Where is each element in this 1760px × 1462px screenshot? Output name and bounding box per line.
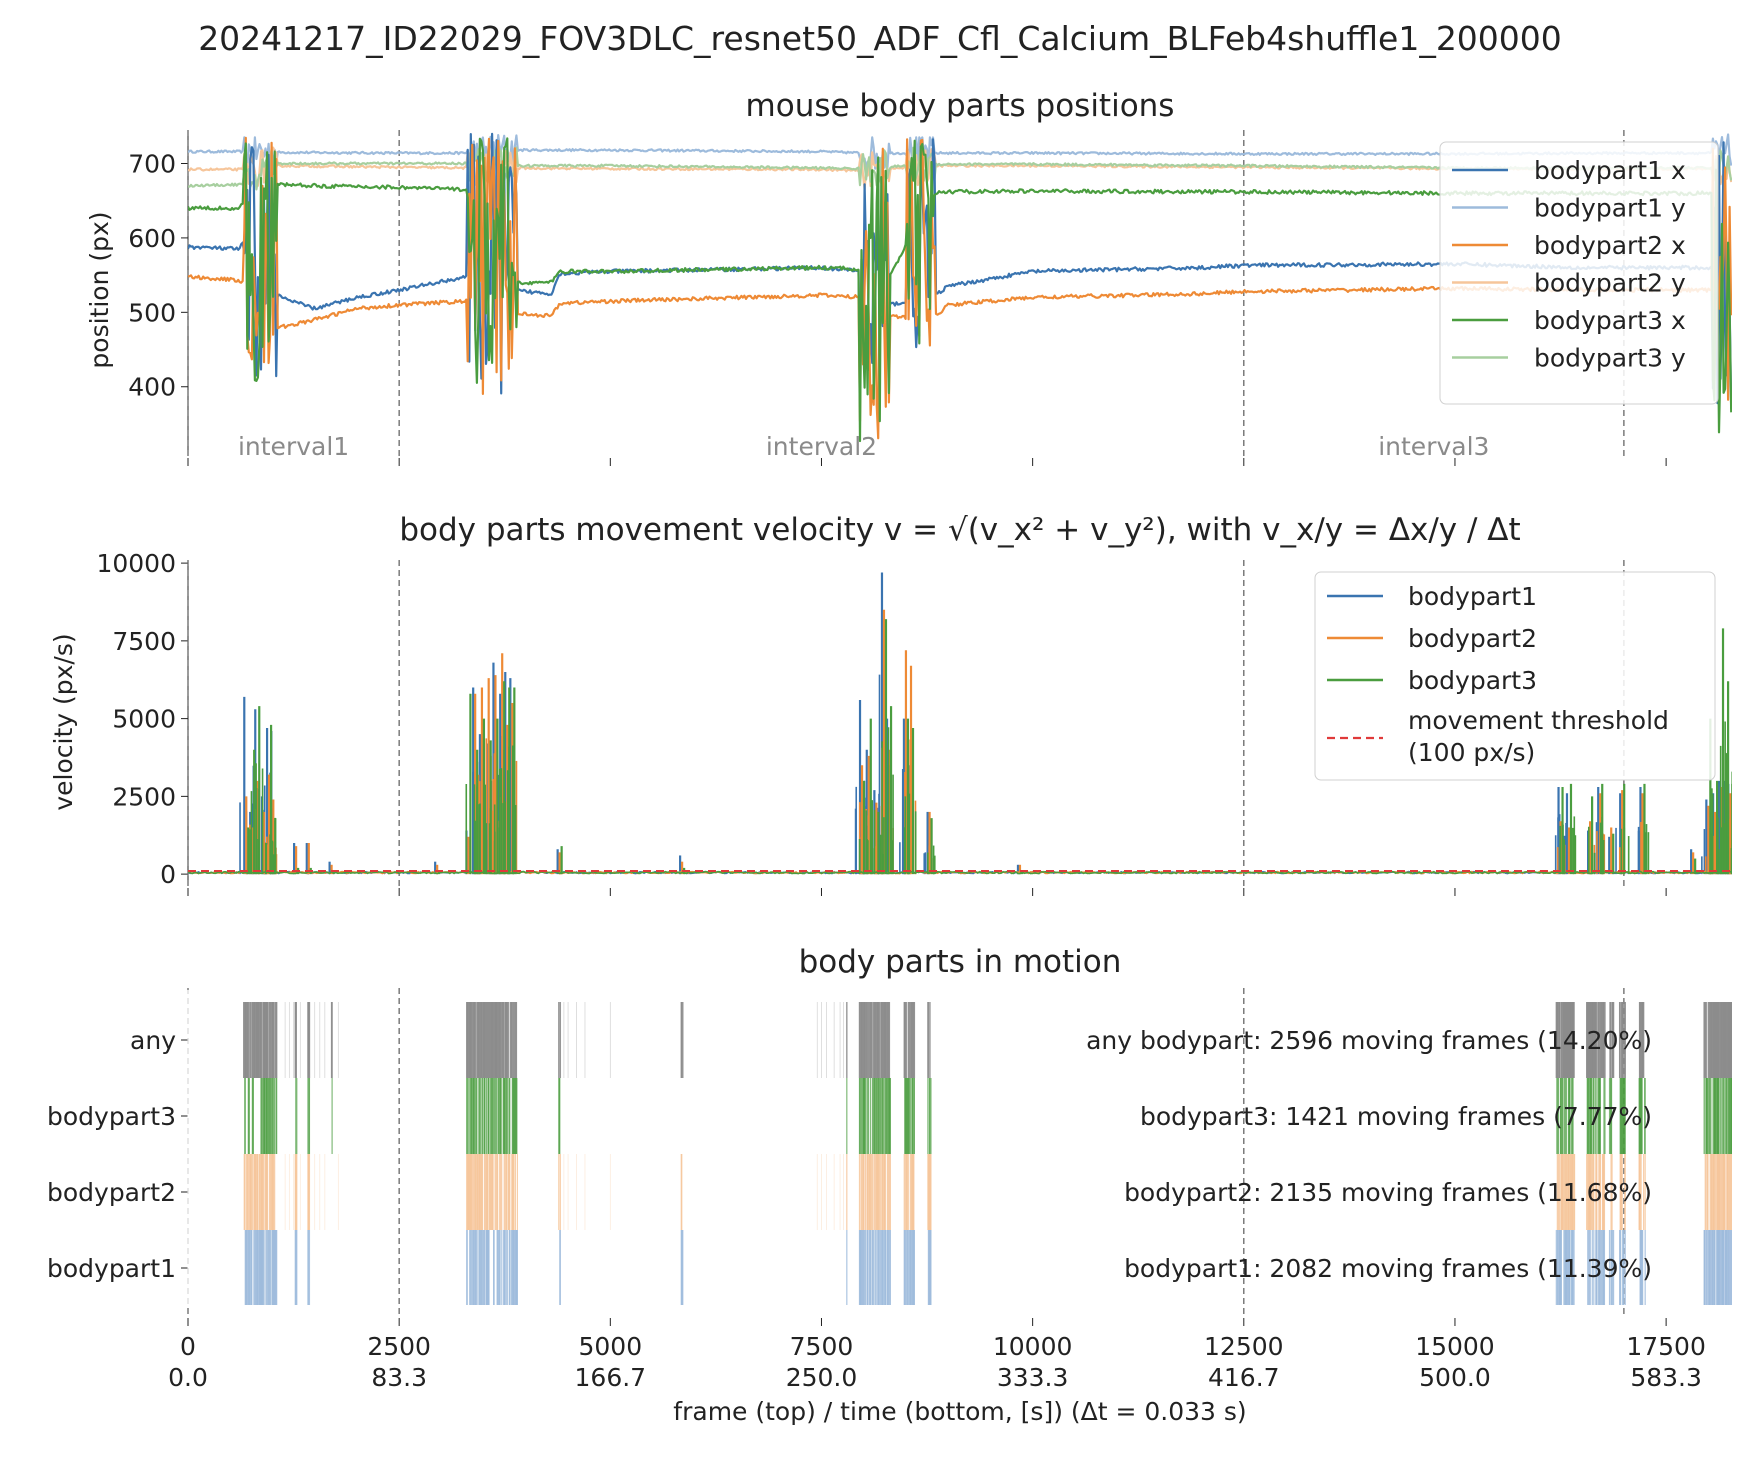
motion-row-any (243, 1002, 1732, 1078)
legend-entry: bodypart1 y (1534, 194, 1686, 223)
velocity-x-ticks (187, 888, 1667, 896)
motion-summary-text: any bodypart: 2596 moving frames (14.20%… (1086, 1026, 1652, 1055)
positions-y-label: position (px) (85, 211, 114, 368)
time-tick-label: 333.3 (997, 1363, 1069, 1392)
time-tick-label: 416.7 (1208, 1363, 1280, 1392)
velocity-y-ticks: 0 2500 5000 7500 10000 (96, 549, 188, 889)
frame-tick-label: 5000 (579, 1332, 643, 1361)
interval-label: interval3 (1378, 432, 1489, 461)
positions-title: mouse body parts positions (746, 88, 1175, 124)
motion-summary-text: bodypart1: 2082 moving frames (11.39%) (1124, 1254, 1652, 1283)
velocity-legend: bodypart1 bodypart2 bodypart3 movement thre… (1314, 571, 1716, 781)
positions-y-tick-label: 400 (128, 373, 176, 402)
legend-entry: bodypart2 (1408, 624, 1537, 653)
motion-category-label: bodypart1 (47, 1254, 176, 1283)
time-tick-label: 83.3 (371, 1363, 427, 1392)
time-tick-label: 583.3 (1630, 1363, 1702, 1392)
velocity-y-tick-label: 5000 (112, 705, 176, 734)
velocity-y-label: velocity (px/s) (49, 633, 78, 810)
frame-tick-label: 17500 (1626, 1332, 1706, 1361)
time-tick-label: 0.0 (168, 1363, 208, 1392)
positions-y-tick-label: 500 (128, 298, 176, 327)
positions-y-ticks: 400 500 600 700 (128, 149, 188, 402)
legend-entry-threshold: movement threshold (1408, 706, 1669, 735)
motion-summary-text: bodypart2: 2135 moving frames (11.68%) (1124, 1178, 1652, 1207)
motion-annotations: any bodypart: 2596 moving frames (14.20%… (1086, 1026, 1652, 1283)
velocity-legend-box (1314, 571, 1716, 781)
motion-summary-text: bodypart3: 1421 moving frames (7.77%) (1140, 1102, 1652, 1131)
positions-legend-box (1439, 141, 1719, 405)
velocity-series (188, 572, 1732, 875)
frame-tick-label: 7500 (790, 1332, 854, 1361)
velocity-y-tick-label: 2500 (112, 782, 176, 811)
x-axis-label: frame (top) / time (bottom, [s]) (Δt = 0… (673, 1397, 1246, 1426)
velocity-baseline-bodypart3 (188, 870, 1732, 875)
positions-panel: mouse body parts positions 400500600700 … (85, 88, 1732, 466)
velocity-title: body parts movement velocity v = √(v_x² … (399, 512, 1520, 548)
legend-entry: bodypart1 x (1534, 156, 1686, 185)
motion-dense-bodypart3 (1704, 1078, 1732, 1154)
legend-entry: bodypart3 (1408, 666, 1537, 695)
legend-entry: bodypart3 y (1534, 344, 1686, 373)
velocity-y-tick-label: 0 (160, 860, 176, 889)
figure-suptitle: 20241217_ID22029_FOV3DLC_resnet50_ADF_Cf… (198, 19, 1562, 58)
motion-panel: body parts in motion any bodypart3 bodypar… (47, 944, 1732, 1426)
velocity-panel: body parts movement velocity v = √(v_x² … (49, 512, 1732, 896)
legend-entry: bodypart2 y (1534, 269, 1686, 298)
motion-row-bodypart2 (243, 1154, 1732, 1230)
legend-entry-threshold-value: (100 px/s) (1408, 738, 1535, 767)
motion-dense-any (1704, 1002, 1732, 1078)
time-tick-label: 250.0 (786, 1363, 858, 1392)
positions-y-tick-label: 700 (128, 149, 176, 178)
frame-tick-label: 15000 (1415, 1332, 1495, 1361)
legend-entry: bodypart1 (1408, 582, 1537, 611)
legend-entry: bodypart2 x (1534, 231, 1686, 260)
motion-category-label: bodypart3 (47, 1102, 176, 1131)
motion-title: body parts in motion (799, 944, 1122, 980)
motion-categories: any bodypart3 bodypart2 bodypart1 (47, 1026, 188, 1283)
motion-category-label: bodypart2 (47, 1178, 176, 1207)
interval-label: interval1 (238, 432, 349, 461)
positions-legend: bodypart1 x bodypart1 y bodypart2 x bodypar… (1439, 141, 1719, 405)
motion-dense-bodypart1 (1704, 1230, 1732, 1305)
frame-tick-label: 0 (180, 1332, 196, 1361)
motion-dense-bodypart2 (1704, 1154, 1732, 1230)
motion-row-bodypart1 (244, 1230, 1732, 1305)
time-tick-label: 500.0 (1419, 1363, 1491, 1392)
legend-entry: bodypart3 x (1534, 306, 1686, 335)
motion-category-label: any (130, 1026, 176, 1055)
velocity-title-text: body parts movement velocity v = √(v_x² … (399, 512, 1520, 548)
positions-x-ticks (187, 458, 1667, 466)
interval-labels: interval1 interval2 interval3 (238, 432, 1489, 461)
interval-label: interval2 (766, 432, 877, 461)
positions-y-tick-label: 600 (128, 224, 176, 253)
frame-tick-label: 12500 (1204, 1332, 1284, 1361)
frame-tick-label: 2500 (367, 1332, 431, 1361)
time-tick-label: 166.7 (575, 1363, 647, 1392)
velocity-y-tick-label: 10000 (96, 549, 176, 578)
motion-raster (243, 1002, 1732, 1305)
motion-row-bodypart3 (244, 1078, 1732, 1154)
velocity-y-tick-label: 7500 (112, 627, 176, 656)
frame-tick-label: 10000 (993, 1332, 1073, 1361)
